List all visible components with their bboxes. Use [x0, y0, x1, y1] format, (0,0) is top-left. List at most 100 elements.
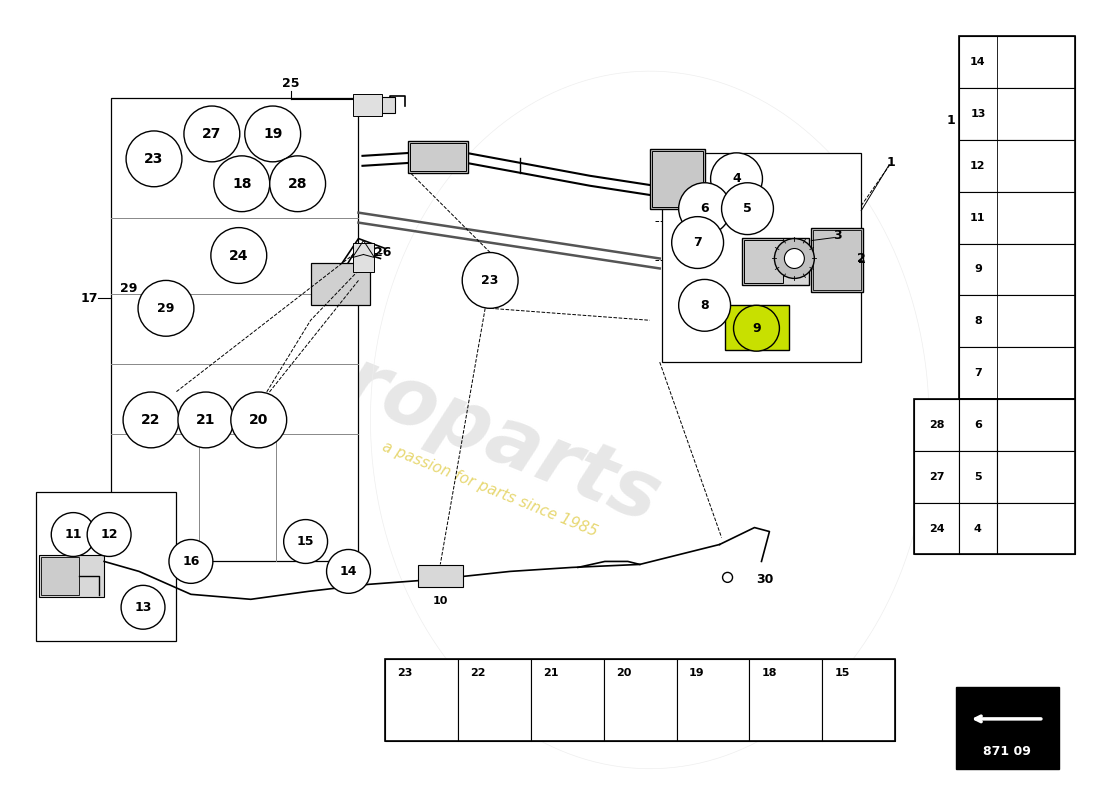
Circle shape: [734, 306, 780, 351]
Bar: [531, 659, 604, 741]
Circle shape: [231, 392, 287, 448]
Text: 12: 12: [970, 161, 986, 171]
Bar: [741, 238, 810, 286]
Bar: [459, 659, 531, 741]
Bar: [385, 659, 459, 741]
Bar: [749, 659, 823, 741]
Text: 20: 20: [249, 413, 268, 427]
Bar: [352, 94, 383, 116]
Text: 4: 4: [974, 523, 982, 534]
Text: 15: 15: [297, 535, 315, 548]
Bar: [959, 399, 997, 451]
Bar: [651, 151, 703, 206]
Bar: [676, 659, 749, 741]
Text: 20: 20: [616, 668, 631, 678]
Bar: [997, 502, 1075, 554]
Bar: [36, 492, 176, 641]
Circle shape: [245, 106, 300, 162]
Text: 22: 22: [141, 413, 161, 427]
Bar: [914, 399, 1075, 554]
Bar: [823, 659, 895, 741]
Bar: [355, 97, 395, 113]
Circle shape: [126, 131, 182, 186]
Bar: [956, 687, 1058, 769]
Text: 1: 1: [947, 114, 956, 127]
Bar: [959, 36, 1075, 88]
Text: 24: 24: [928, 523, 944, 534]
Text: 5: 5: [744, 202, 752, 215]
Text: 18: 18: [761, 668, 777, 678]
Text: a passion for parts since 1985: a passion for parts since 1985: [381, 439, 600, 540]
Bar: [418, 566, 463, 587]
Bar: [604, 659, 676, 741]
Text: 2: 2: [857, 252, 866, 265]
Circle shape: [327, 550, 371, 594]
Text: 16: 16: [183, 555, 199, 568]
Bar: [914, 451, 959, 502]
Text: 8: 8: [701, 299, 708, 312]
Bar: [111, 98, 359, 562]
Text: 18: 18: [232, 177, 252, 190]
Circle shape: [138, 281, 194, 336]
Bar: [997, 451, 1075, 502]
Bar: [813, 230, 861, 290]
Text: 21: 21: [543, 668, 559, 678]
Text: 26: 26: [374, 246, 392, 259]
Circle shape: [52, 513, 96, 557]
Bar: [725, 306, 790, 350]
Text: 14: 14: [970, 57, 986, 67]
Text: 19: 19: [263, 127, 283, 141]
Text: 11: 11: [65, 528, 82, 541]
Bar: [40, 555, 104, 598]
Text: 7: 7: [693, 236, 702, 249]
Bar: [959, 140, 1075, 192]
Text: 27: 27: [928, 472, 944, 482]
Bar: [959, 243, 1075, 295]
Circle shape: [723, 572, 733, 582]
Text: 30: 30: [756, 573, 773, 586]
Bar: [959, 88, 1075, 140]
Text: 28: 28: [928, 420, 944, 430]
Text: 871 09: 871 09: [983, 746, 1032, 758]
Circle shape: [774, 238, 814, 278]
Bar: [352, 242, 374, 273]
Bar: [959, 36, 1075, 399]
Circle shape: [462, 253, 518, 308]
Bar: [914, 502, 959, 554]
Circle shape: [722, 182, 773, 234]
Text: 9: 9: [752, 322, 761, 334]
Text: 23: 23: [397, 668, 412, 678]
Text: 8: 8: [974, 316, 982, 326]
Text: 29: 29: [120, 282, 138, 295]
Text: 11: 11: [970, 213, 986, 222]
Text: 29: 29: [157, 302, 175, 315]
Text: 25: 25: [282, 77, 299, 90]
Text: 9: 9: [974, 265, 982, 274]
Bar: [959, 192, 1075, 243]
Bar: [812, 228, 864, 292]
Text: 3: 3: [833, 229, 842, 242]
Text: 7: 7: [974, 368, 982, 378]
Circle shape: [784, 249, 804, 269]
Circle shape: [211, 228, 266, 283]
Circle shape: [178, 392, 234, 448]
Bar: [914, 399, 959, 451]
Text: 15: 15: [834, 668, 849, 678]
Bar: [959, 347, 1075, 399]
Text: 21: 21: [196, 413, 216, 427]
Bar: [959, 451, 997, 502]
Text: 4: 4: [733, 172, 741, 186]
Circle shape: [284, 519, 328, 563]
Text: 5: 5: [975, 472, 981, 482]
Text: 28: 28: [288, 177, 307, 190]
Bar: [959, 295, 1075, 347]
Circle shape: [679, 279, 730, 331]
Text: 23: 23: [144, 152, 164, 166]
Bar: [410, 143, 466, 170]
Bar: [997, 399, 1075, 451]
Bar: [959, 502, 997, 554]
Text: 27: 27: [202, 127, 221, 141]
Text: 10: 10: [432, 596, 448, 606]
Text: 14: 14: [340, 565, 358, 578]
Text: 24: 24: [229, 249, 249, 262]
